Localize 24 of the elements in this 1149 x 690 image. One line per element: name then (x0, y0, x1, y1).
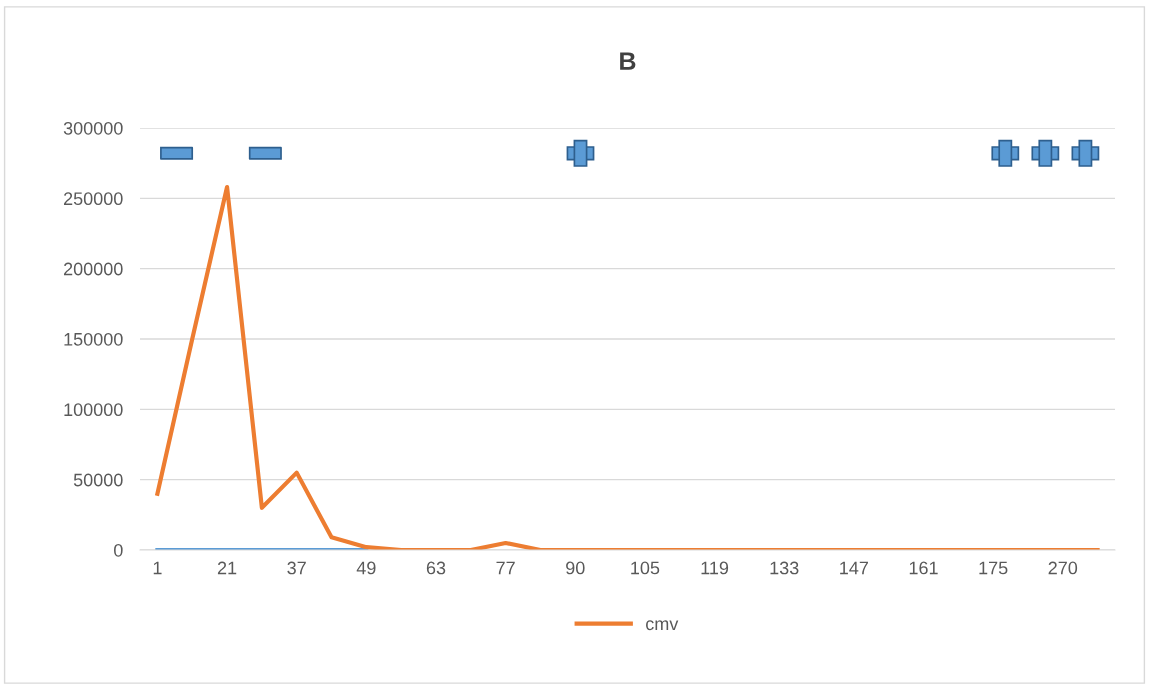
line-series (155, 184, 1100, 550)
x-tick-label: 147 (840, 561, 868, 575)
x-tick-label: 1 (153, 561, 162, 575)
y-tick-label: 150000 (64, 332, 123, 346)
x-tick-label: 63 (426, 561, 446, 575)
y-tick-label: 0 (114, 543, 123, 557)
x-tick-label: 90 (566, 561, 585, 575)
x-tick-label: 37 (287, 561, 306, 575)
x-tick-label: 77 (496, 561, 515, 575)
x-tick-label: 175 (979, 561, 1008, 575)
x-tick-label: 21 (217, 561, 237, 575)
y-tick-label: 100000 (64, 403, 123, 417)
x-tick-label: 161 (909, 561, 938, 575)
y-tick-label: 250000 (64, 192, 123, 206)
x-tick-label: 119 (701, 561, 729, 575)
chart-title: B (620, 52, 636, 70)
legend-label: cmv (646, 620, 679, 631)
x-tick-label: 270 (1048, 561, 1078, 575)
x-tick-label: 49 (356, 561, 376, 575)
y-tick-label: 200000 (64, 262, 123, 276)
x-tick-label: 105 (631, 561, 660, 575)
x-tick-label: 133 (770, 561, 799, 575)
y-tick-label: 300000 (63, 121, 123, 135)
y-tick-label: 50000 (73, 473, 123, 487)
